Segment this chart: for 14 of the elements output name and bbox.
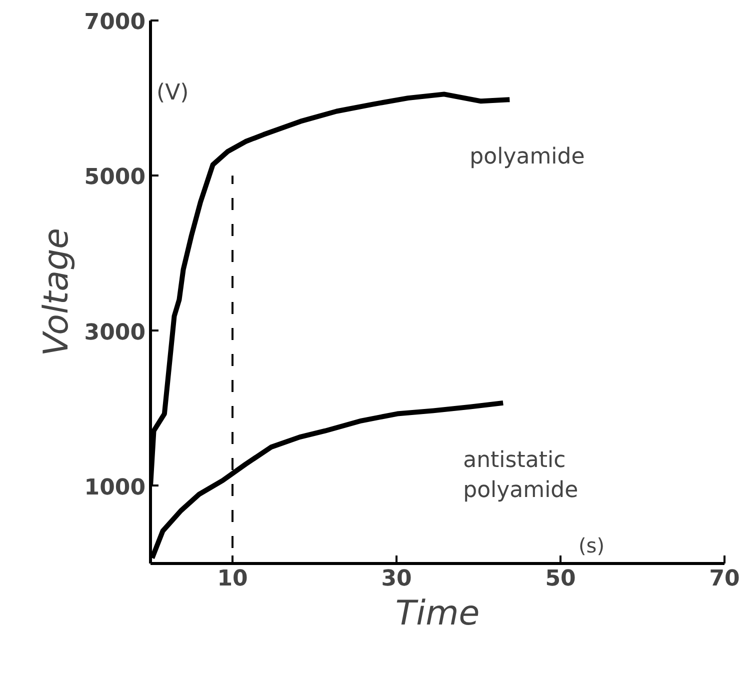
x-axis-title: Time (395, 594, 480, 634)
x-tick-label: 10 (217, 566, 248, 592)
y-tick-label: 7000 (84, 10, 146, 35)
y-tick-label: 5000 (84, 165, 146, 190)
text: polyamide (470, 144, 585, 170)
x-tick-label: 50 (545, 566, 576, 592)
y-tick-label: 1000 (84, 475, 146, 500)
series-label: antistatic polyamide (463, 448, 578, 503)
annotation: (V) (156, 80, 189, 106)
y-axis-title: Voltage (36, 228, 76, 356)
x-tick-label: 30 (381, 566, 412, 592)
x-tick-label: 70 (709, 566, 740, 592)
y-tick-label: 3000 (84, 320, 146, 346)
annotation: (s) (578, 534, 605, 558)
